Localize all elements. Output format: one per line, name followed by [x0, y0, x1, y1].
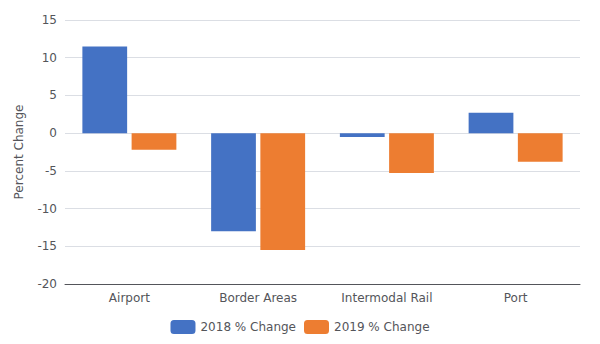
- svg-text:-5: -5: [45, 164, 57, 178]
- svg-text:15: 15: [42, 13, 57, 27]
- svg-text:0: 0: [49, 126, 57, 140]
- svg-text:Border Areas: Border Areas: [219, 291, 297, 305]
- svg-text:10: 10: [42, 51, 57, 65]
- svg-text:Airport: Airport: [109, 291, 150, 305]
- svg-text:Intermodal Rail: Intermodal Rail: [341, 291, 432, 305]
- svg-text:-10: -10: [37, 202, 57, 216]
- svg-text:5: 5: [49, 88, 57, 102]
- svg-text:2019 % Change: 2019 % Change: [334, 320, 430, 334]
- svg-text:-15: -15: [37, 239, 57, 253]
- svg-text:Percent Change: Percent Change: [12, 105, 26, 200]
- svg-text:2018 % Change: 2018 % Change: [200, 320, 296, 334]
- svg-text:-20: -20: [37, 277, 57, 291]
- svg-text:Port: Port: [504, 291, 528, 305]
